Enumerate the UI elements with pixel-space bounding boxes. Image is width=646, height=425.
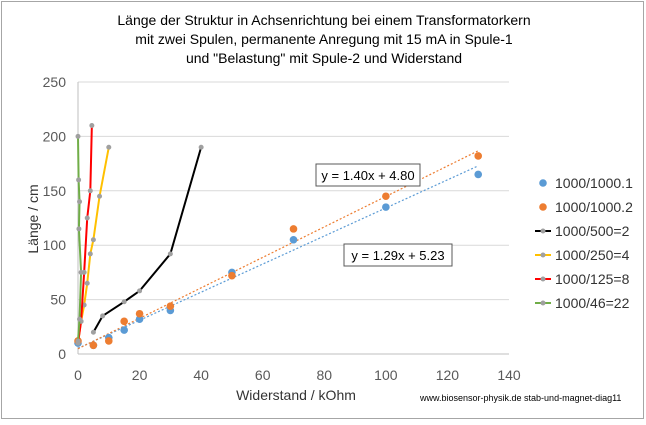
data-point-1000-250-4 [90,237,96,243]
data-point-1000-250-4 [97,193,103,199]
data-point-1000-500-2 [121,299,127,305]
legend-label-1000-1000-1: 1000/1000.1 [555,175,633,191]
data-point-1000-125-8 [87,188,93,194]
y-tick-label: 250 [43,74,67,90]
data-point-1000-250-4 [87,251,93,257]
x-tick-labels: 0 20 40 60 80 100 120 140 [74,367,521,383]
legend-marker-1000-46-22 [540,300,546,306]
data-point-1000-1000-2 [104,337,113,345]
title-line-2: mit zwei Spulen, permanente Anregung mit… [135,31,513,47]
data-point-1000-46-22 [76,177,82,183]
x-tick-label: 40 [193,367,209,383]
data-point-1000-1000-2 [382,192,390,201]
legend-marker-1000-500-2 [540,228,546,234]
data-point-1000-1000-1 [135,315,144,323]
title-line-1: Länge der Struktur in Achsenrichtung bei… [117,12,530,28]
data-point-1000-46-22 [76,226,82,232]
trendline-equation-2: y = 1.40x + 4.80 [321,168,414,183]
x-tick-label: 80 [316,367,332,383]
trendline-label-box-1 [343,243,453,267]
series-line-1000-500-2 [92,147,203,333]
legend-marker-1000-250-4 [540,252,546,258]
footer-credit: www.biosensor-physik.de stab-und-magnet-… [419,393,621,403]
x-tick-label: 140 [497,367,521,383]
data-point-1000-46-22 [77,199,83,205]
chart-title: Länge der Struktur in Achsenrichtung bei… [117,12,530,66]
axes [77,82,509,355]
y-tick-label: 0 [58,346,66,362]
data-point-1000-125-8 [89,123,95,129]
trendline-equation-1: y = 1.29x + 5.23 [351,248,444,263]
data-point-1000-46-22 [75,133,81,139]
data-point-1000-1000-2 [89,341,98,350]
data-point-1000-1000-1 [289,235,298,244]
x-tick-label: 0 [74,367,82,383]
data-point-1000-500-2 [167,251,173,257]
data-point-1000-500-2 [90,329,96,335]
legend-label-1000-1000-2: 1000/1000.2 [555,199,633,215]
data-point-1000-1000-2 [289,225,298,233]
y-axis-label: Länge / cm [25,184,41,253]
data-point-1000-46-22 [78,269,84,275]
x-tick-label: 20 [132,367,148,383]
legend-label-1000-500-2: 1000/500=2 [555,223,630,239]
data-point-1000-46-22 [77,316,83,322]
data-point-1000-500-2 [198,144,204,150]
y-tick-labels: 0 50 100 150 200 250 [43,74,67,362]
chart-svg: Länge der Struktur in Achsenrichtung bei… [25,12,633,403]
legend-marker-1000-1000-2 [539,203,547,211]
data-point-1000-1000-2 [474,152,483,160]
series-line-1000-125-8 [77,125,93,344]
trendline-label-series-1: y = 1.29x + 5.23 [343,243,453,267]
title-line-3: und "Belastung" mit Spule-2 und Widersta… [186,50,462,66]
chart-frame: Länge der Struktur in Achsenrichtung bei… [1,1,644,419]
legend-marker-1000-125-8 [540,276,546,282]
data-point-1000-1000-2 [120,317,128,326]
data-point-1000-1000-2 [228,271,236,280]
y-tick-label: 50 [50,292,66,308]
plot-area [74,123,483,350]
data-point-1000-125-8 [84,215,90,221]
x-tick-label: 100 [374,367,398,383]
legend-label-1000-125-8: 1000/125=8 [555,271,630,287]
data-point-1000-1000-2 [135,309,144,318]
legend-label-1000-46-22: 1000/46=22 [555,295,630,311]
x-axis-label: Widerstand / kOhm [236,387,356,403]
data-point-1000-1000-1 [120,326,128,334]
trendline-1000-1000-1 [77,165,479,349]
x-tick-label: 60 [255,367,271,383]
data-point-1000-1000-1 [382,203,390,211]
data-point-1000-250-4 [106,144,112,150]
data-point-1000-1000-2 [166,302,175,310]
data-point-1000-500-2 [137,288,143,294]
legend: 1000/1000.1 1000/1000.2 1000/500=2 1000/250… [535,175,633,311]
y-tick-label: 200 [43,128,67,144]
y-tick-label: 100 [43,237,67,253]
trendline-label-series-2: y = 1.40x + 4.80 [315,163,421,187]
y-tick-label: 150 [43,183,67,199]
data-point-1000-250-4 [84,280,90,286]
data-point-1000-46-22 [75,338,81,344]
data-point-1000-500-2 [100,313,106,319]
legend-label-1000-250-4: 1000/250=4 [555,247,630,263]
trendline-label-box-2 [315,163,421,187]
legend-marker-1000-1000-1 [539,179,547,187]
data-point-1000-1000-1 [474,170,483,179]
x-tick-label: 120 [436,367,460,383]
grid-lines [78,81,509,301]
